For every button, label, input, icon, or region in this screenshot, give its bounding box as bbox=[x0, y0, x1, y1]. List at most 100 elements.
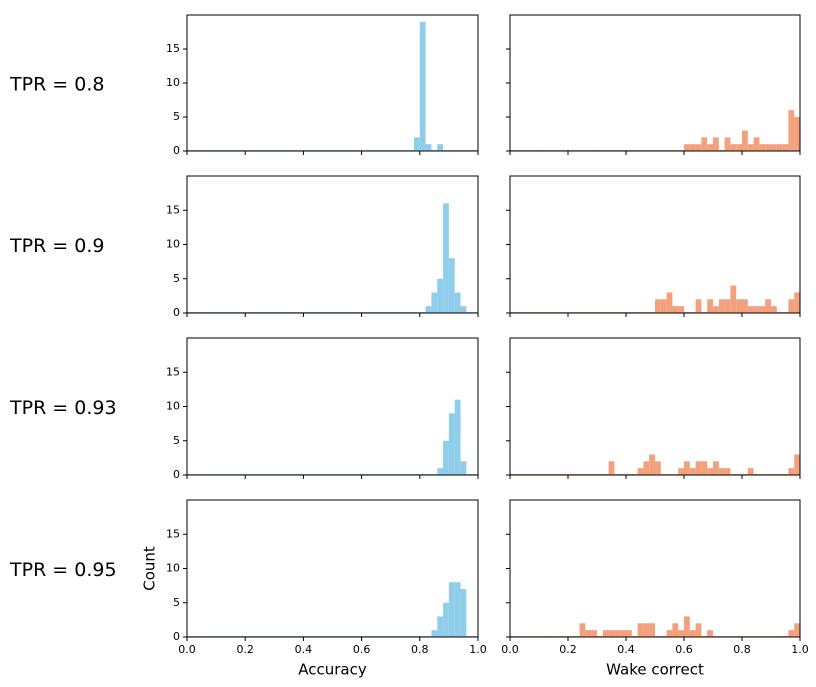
histogram-bar bbox=[620, 630, 626, 637]
x-tick-label: 0.0 bbox=[501, 643, 519, 656]
histogram-bar bbox=[655, 299, 661, 313]
axes-frame bbox=[509, 175, 801, 314]
histogram-bar bbox=[689, 630, 696, 637]
y-tick-label: 15 bbox=[166, 203, 180, 216]
histogram-bar bbox=[684, 461, 690, 475]
histogram-bar bbox=[655, 461, 661, 475]
histogram-bar bbox=[701, 461, 708, 475]
y-tick-label: 15 bbox=[166, 42, 180, 55]
y-tick-label: 5 bbox=[173, 434, 180, 447]
histogram-bar bbox=[765, 144, 771, 151]
histogram-bar bbox=[454, 399, 461, 475]
histogram-bar bbox=[443, 440, 449, 475]
histogram-bar bbox=[718, 468, 725, 475]
histogram-bar bbox=[591, 630, 597, 637]
x-tick-label: 1.0 bbox=[469, 643, 487, 656]
histogram-bar bbox=[660, 299, 667, 313]
y-tick-label: 15 bbox=[166, 527, 180, 540]
x-tick-label: 0.0 bbox=[178, 643, 196, 656]
histogram-bar bbox=[794, 117, 800, 151]
histogram-bar bbox=[707, 299, 713, 313]
x-tick-label: 1.0 bbox=[791, 643, 809, 656]
histogram-bar bbox=[437, 144, 444, 151]
y-tick-label: 10 bbox=[166, 76, 180, 89]
histogram-bar bbox=[788, 110, 795, 151]
histogram-bar bbox=[742, 130, 748, 151]
axes-frame bbox=[509, 499, 801, 638]
histogram-bar bbox=[684, 144, 690, 151]
histogram-bar bbox=[443, 203, 449, 313]
histogram-bar bbox=[637, 623, 644, 637]
histogram-bar bbox=[771, 306, 777, 313]
histogram-bar bbox=[431, 630, 438, 637]
histogram-bar bbox=[672, 623, 679, 637]
histogram-bar bbox=[643, 461, 650, 475]
histogram-bar bbox=[689, 468, 696, 475]
x-tick-label: 0.4 bbox=[295, 643, 313, 656]
row-label: TPR = 0.9 bbox=[9, 235, 104, 257]
histogram-bar bbox=[782, 144, 789, 151]
x-tick-label: 0.6 bbox=[675, 643, 693, 656]
histogram-bar bbox=[759, 144, 766, 151]
histogram-bar bbox=[794, 623, 800, 637]
histogram-bar bbox=[788, 468, 795, 475]
histogram-bar bbox=[707, 144, 713, 151]
histogram-bar bbox=[579, 623, 586, 637]
y-tick-label: 10 bbox=[166, 562, 180, 575]
y-tick-label: 0 bbox=[173, 468, 180, 481]
y-tick-label: 0 bbox=[173, 144, 180, 157]
histogram-bar bbox=[689, 144, 696, 151]
histogram-bar bbox=[713, 137, 719, 151]
histogram-bar bbox=[776, 144, 783, 151]
histogram-bar bbox=[431, 292, 438, 313]
histogram-bar bbox=[771, 144, 777, 151]
histogram-bar bbox=[759, 306, 766, 313]
histogram-bar bbox=[724, 299, 731, 313]
histogram-bar bbox=[730, 285, 737, 313]
histogram-bar bbox=[730, 144, 737, 151]
histogram-bar bbox=[413, 137, 420, 151]
histogram-bar bbox=[747, 144, 754, 151]
histogram-bar bbox=[736, 144, 742, 151]
histogram-bar bbox=[637, 468, 644, 475]
y-tick-label: 0 bbox=[173, 630, 180, 643]
histogram-bar bbox=[460, 461, 467, 475]
histogram-bar bbox=[701, 137, 708, 151]
axes-frame bbox=[186, 499, 479, 638]
histogram-bar bbox=[448, 258, 455, 313]
histogram-bar bbox=[454, 582, 461, 637]
histogram-bar bbox=[695, 461, 702, 475]
histogram-bar bbox=[448, 413, 455, 475]
histogram-bar bbox=[437, 616, 444, 637]
histogram-bar bbox=[753, 306, 760, 313]
histogram-bar bbox=[643, 623, 650, 637]
histogram-bar bbox=[608, 630, 615, 637]
x-axis-label: Accuracy bbox=[298, 661, 367, 679]
y-tick-label: 0 bbox=[173, 306, 180, 319]
histogram-bar bbox=[608, 461, 615, 475]
row-label: TPR = 0.93 bbox=[9, 397, 117, 419]
histogram-bar bbox=[713, 306, 719, 313]
histogram-bar bbox=[695, 144, 702, 151]
y-tick-label: 5 bbox=[173, 596, 180, 609]
histogram-bar bbox=[666, 292, 673, 313]
y-tick-label: 5 bbox=[173, 110, 180, 123]
histogram-bar bbox=[437, 278, 444, 313]
histogram-bar bbox=[724, 468, 731, 475]
histogram-bar bbox=[425, 144, 432, 151]
histogram-bar bbox=[794, 454, 800, 475]
x-tick-label: 0.8 bbox=[733, 643, 751, 656]
histogram-bar bbox=[419, 21, 426, 151]
histogram-bar bbox=[626, 630, 632, 637]
histogram-bar bbox=[684, 616, 690, 637]
x-tick-label: 0.4 bbox=[617, 643, 635, 656]
histogram-bar bbox=[707, 468, 713, 475]
y-tick-label: 10 bbox=[166, 238, 180, 251]
axes-frame bbox=[186, 14, 479, 152]
histogram-bar bbox=[602, 630, 609, 637]
histogram-bar bbox=[448, 582, 455, 637]
axes-frame bbox=[509, 14, 801, 152]
histogram-bar bbox=[443, 602, 449, 637]
histogram-bar bbox=[742, 299, 748, 313]
